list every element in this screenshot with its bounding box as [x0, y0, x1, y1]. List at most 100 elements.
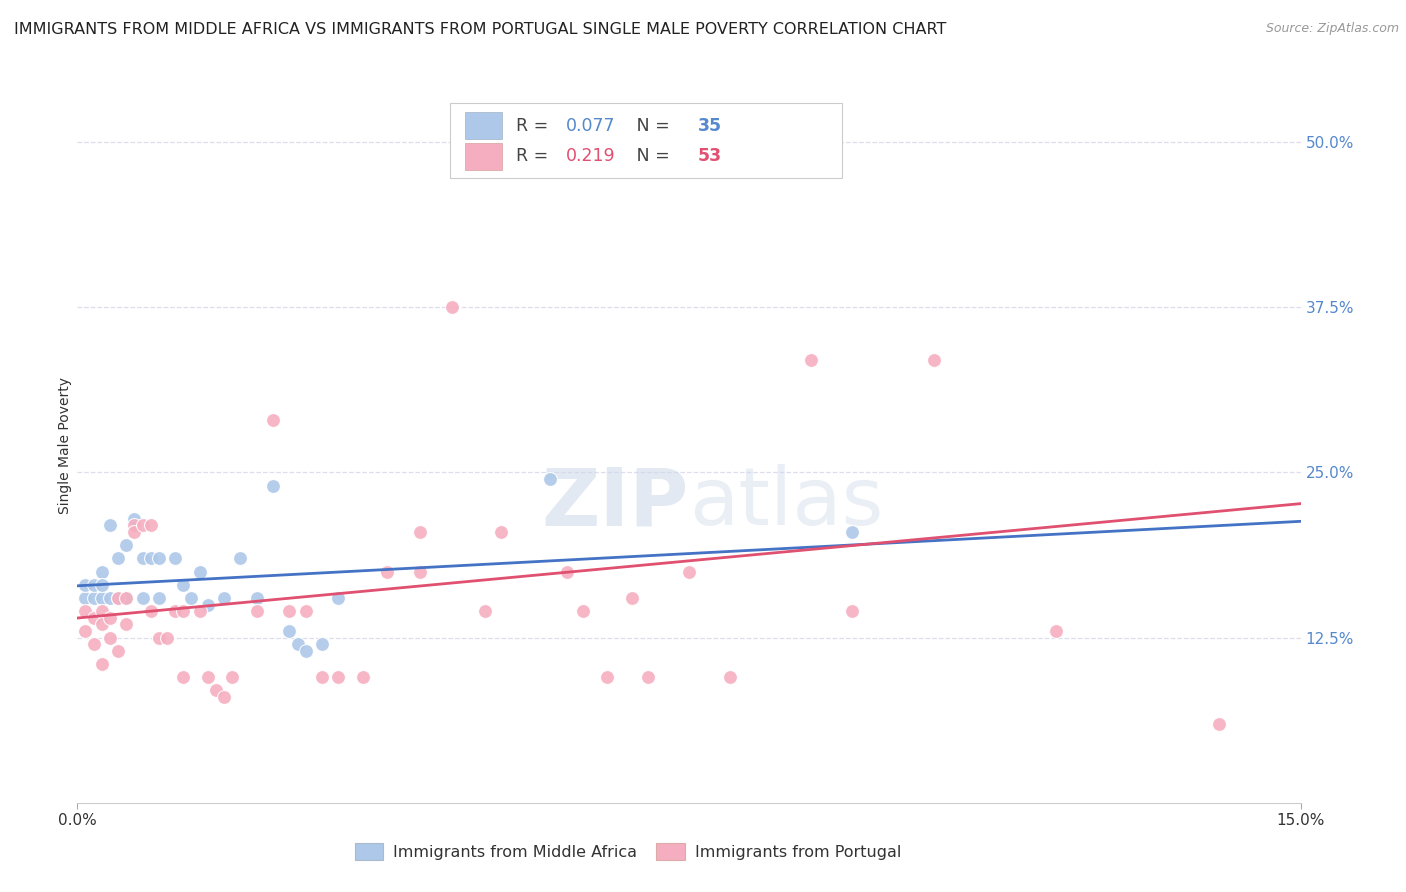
Point [172, 604, 194, 618]
Point [90, 565, 112, 579]
Point [328, 591, 350, 605]
Point [491, 524, 513, 539]
Point [718, 670, 741, 684]
Point [83, 637, 105, 651]
Point [131, 551, 153, 566]
Point [205, 683, 228, 698]
Point [409, 565, 432, 579]
Point [131, 518, 153, 533]
Point [124, 524, 146, 539]
Point [98, 631, 121, 645]
Point [1045, 624, 1067, 638]
Point [294, 604, 316, 618]
Text: ZIP: ZIP [541, 464, 689, 542]
Point [139, 518, 162, 533]
Point [409, 524, 432, 539]
Point [139, 604, 162, 618]
Point [148, 631, 170, 645]
Point [620, 591, 643, 605]
Point [90, 591, 112, 605]
Point [294, 644, 316, 658]
Point [139, 551, 162, 566]
Point [90, 617, 112, 632]
Point [474, 604, 496, 618]
Point [759, 128, 782, 143]
Point [278, 624, 301, 638]
Point [107, 551, 129, 566]
Point [441, 300, 464, 314]
Point [90, 604, 112, 618]
Point [538, 472, 561, 486]
FancyBboxPatch shape [465, 112, 502, 139]
Point [555, 565, 578, 579]
Point [197, 598, 219, 612]
Point [148, 591, 170, 605]
Point [800, 353, 823, 368]
Point [115, 538, 138, 552]
Point [148, 551, 170, 566]
FancyBboxPatch shape [450, 103, 842, 178]
Point [83, 611, 105, 625]
Point [197, 670, 219, 684]
Text: atlas: atlas [689, 464, 883, 542]
Point [90, 657, 112, 671]
Point [229, 551, 252, 566]
Point [262, 478, 284, 492]
Point [165, 551, 187, 566]
Point [596, 670, 619, 684]
Text: IMMIGRANTS FROM MIDDLE AFRICA VS IMMIGRANTS FROM PORTUGAL SINGLE MALE POVERTY CO: IMMIGRANTS FROM MIDDLE AFRICA VS IMMIGRA… [14, 22, 946, 37]
Text: 0.077: 0.077 [565, 117, 614, 135]
Point [115, 591, 138, 605]
Point [75, 624, 97, 638]
Point [172, 670, 194, 684]
Point [75, 578, 97, 592]
Point [188, 604, 211, 618]
Point [328, 670, 350, 684]
Point [165, 604, 187, 618]
Point [278, 604, 301, 618]
Point [212, 690, 235, 704]
Point [75, 591, 97, 605]
Legend: Immigrants from Middle Africa, Immigrants from Portugal: Immigrants from Middle Africa, Immigrant… [349, 837, 907, 866]
Text: R =: R = [516, 117, 554, 135]
Point [922, 353, 945, 368]
Point [107, 644, 129, 658]
Point [107, 591, 129, 605]
Point [83, 578, 105, 592]
Text: 53: 53 [697, 147, 721, 165]
Point [841, 524, 863, 539]
Text: N =: N = [620, 147, 676, 165]
Point [90, 578, 112, 592]
Point [107, 591, 129, 605]
Text: R =: R = [516, 147, 554, 165]
Y-axis label: Single Male Poverty: Single Male Poverty [58, 377, 72, 515]
Point [678, 565, 700, 579]
Point [115, 617, 138, 632]
Point [287, 637, 309, 651]
Point [156, 631, 179, 645]
Point [180, 591, 202, 605]
Point [841, 604, 863, 618]
Point [311, 670, 333, 684]
Text: 0.219: 0.219 [565, 147, 614, 165]
Text: Source: ZipAtlas.com: Source: ZipAtlas.com [1265, 22, 1399, 36]
Point [124, 511, 146, 525]
FancyBboxPatch shape [465, 143, 502, 169]
Point [98, 611, 121, 625]
Point [375, 565, 398, 579]
Point [83, 591, 105, 605]
Point [212, 591, 235, 605]
Point [221, 670, 243, 684]
Point [98, 591, 121, 605]
Point [124, 518, 146, 533]
Point [75, 604, 97, 618]
Point [115, 591, 138, 605]
Point [172, 578, 194, 592]
Point [98, 518, 121, 533]
Point [311, 637, 333, 651]
Text: 35: 35 [697, 117, 721, 135]
Point [188, 565, 211, 579]
Point [246, 591, 269, 605]
Point [637, 670, 659, 684]
Point [1208, 716, 1230, 731]
